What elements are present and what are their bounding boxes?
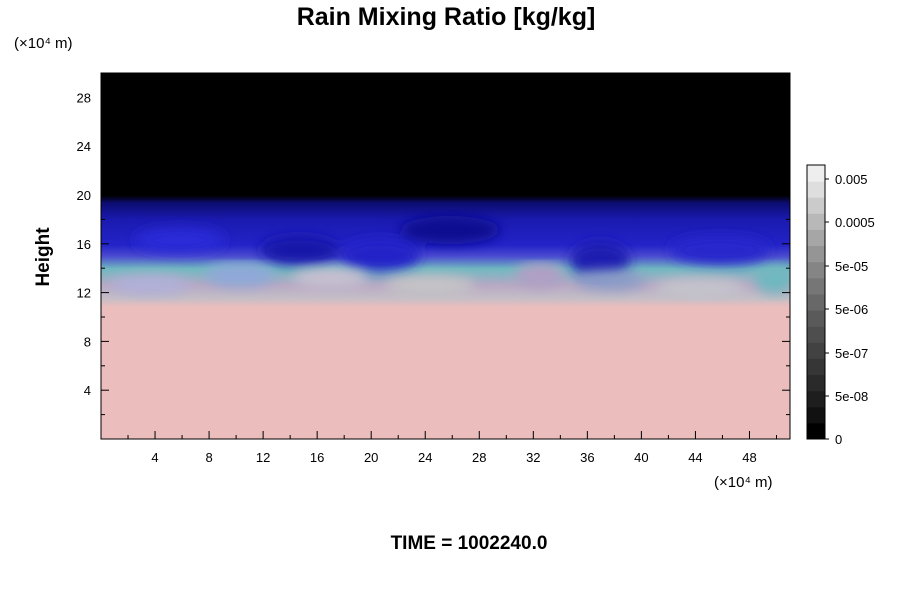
x-tick-label: 28: [472, 450, 486, 465]
colorbar-swatch: [807, 326, 825, 343]
colorbar-swatch: [807, 374, 825, 392]
x-tick-label: 12: [256, 450, 270, 465]
colorbar-swatch: [807, 197, 825, 214]
colorbar-swatch: [807, 229, 825, 247]
turbulent-blue-plumes: [135, 216, 770, 278]
colorbar-label: 5e-06: [835, 302, 868, 317]
y-tick-label: 20: [77, 188, 91, 203]
colorbar-frame: [806, 164, 826, 440]
y-tick-label: 12: [77, 286, 91, 301]
plot-frame: [100, 72, 791, 440]
colorbar-label: 0.0005: [835, 215, 875, 230]
y-axis: 4 8 12 16 20 24 28: [77, 90, 790, 416]
x-tick-label: 40: [634, 450, 648, 465]
colorbar-label: 0.005: [835, 172, 868, 187]
x-tick-label: 48: [742, 450, 756, 465]
colorbar-swatch: [807, 261, 825, 279]
x-axis: 4 8 12 16 20 24 28 32 36 40 44 48: [127, 73, 777, 465]
colorbar-swatch: [807, 213, 825, 230]
x-tick-label: 8: [205, 450, 212, 465]
colorbar-swatch: [807, 245, 825, 263]
colorbar-swatch: [807, 181, 825, 198]
y-tick-label: 4: [84, 383, 91, 398]
y-tick-label: 8: [84, 334, 91, 349]
colorbar-label: 5e-07: [835, 346, 868, 361]
y-tick-label: 16: [77, 237, 91, 252]
x-axis-unit: (×10⁴ m): [714, 474, 773, 491]
colorbar-label: 0: [835, 432, 842, 447]
x-tick-label: 32: [526, 450, 540, 465]
colorbar-swatch: [807, 165, 825, 182]
colorbar-swatch: [807, 293, 825, 311]
colorbar-label: 5e-05: [835, 259, 868, 274]
colorbar-swatch: [807, 358, 825, 376]
y-tick-label: 28: [77, 90, 91, 105]
colorbar-swatch: [807, 390, 825, 408]
x-tick-label: 36: [580, 450, 594, 465]
chart-title: Rain Mixing Ratio [kg/kg]: [297, 3, 596, 31]
x-tick-label: 16: [310, 450, 324, 465]
y-axis-unit: (×10⁴ m): [14, 35, 73, 52]
x-tick-label: 44: [688, 450, 702, 465]
x-tick-label: 4: [151, 450, 158, 465]
colorbar-swatch: [807, 277, 825, 295]
mixed-layer-eddies: [110, 263, 790, 298]
colorbar: 0.005 0.0005 5e-05 5e-06 5e-07 5e-08 0: [806, 164, 875, 447]
plot-area: [101, 73, 790, 439]
x-tick-label: 24: [418, 450, 432, 465]
y-axis-label: Height: [33, 227, 54, 287]
y-tick-label: 24: [77, 139, 91, 154]
x-tick-label: 20: [364, 450, 378, 465]
time-label: TIME = 1002240.0: [391, 533, 548, 554]
colorbar-swatch: [807, 406, 825, 424]
colorbar-swatch: [807, 342, 825, 359]
colorbar-swatch: [807, 310, 825, 327]
colorbar-swatch: [807, 422, 825, 440]
colorbar-label: 5e-08: [835, 389, 868, 404]
